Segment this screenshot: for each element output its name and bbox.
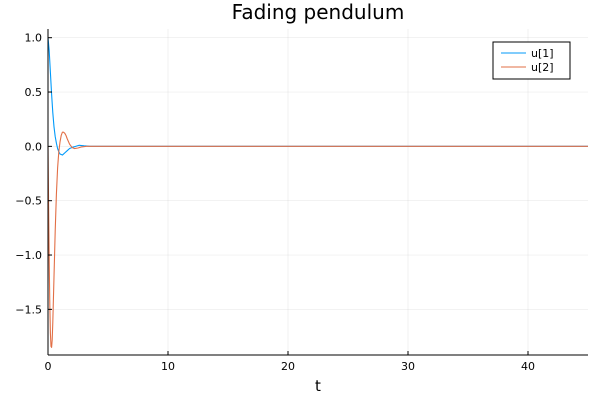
y-tick-label: 1.0 — [25, 32, 43, 45]
legend-box — [492, 41, 571, 80]
x-tick-label: 30 — [401, 360, 415, 373]
x-tick-label: 10 — [161, 360, 175, 373]
tick-labels: 0 10 20 30 40 1.0 0.5 0.0 −0.5 −1.0 −1.5 — [15, 32, 535, 373]
series-line-1 — [47, 37, 588, 156]
x-axis-label: t — [315, 377, 321, 395]
grid — [47, 29, 588, 355]
x-tick-label: 20 — [281, 360, 295, 373]
chart-title: Fading pendulum — [232, 0, 405, 24]
x-tick-label: 40 — [521, 360, 535, 373]
y-tick-label: 0.5 — [25, 86, 43, 99]
series-line-2 — [47, 131, 588, 348]
legend-label-2: u[2] — [531, 61, 554, 74]
legend-label-1: u[1] — [531, 47, 554, 60]
x-tick-label: 0 — [45, 360, 52, 373]
axes — [47, 29, 588, 356]
y-tick-label: −1.0 — [15, 249, 42, 262]
plot-lines — [47, 37, 588, 348]
y-tick-label: 0.0 — [25, 140, 43, 153]
y-tick-label: −1.5 — [15, 303, 42, 316]
y-tick-label: −0.5 — [15, 195, 42, 208]
legend: u[1]u[2] — [492, 41, 571, 80]
